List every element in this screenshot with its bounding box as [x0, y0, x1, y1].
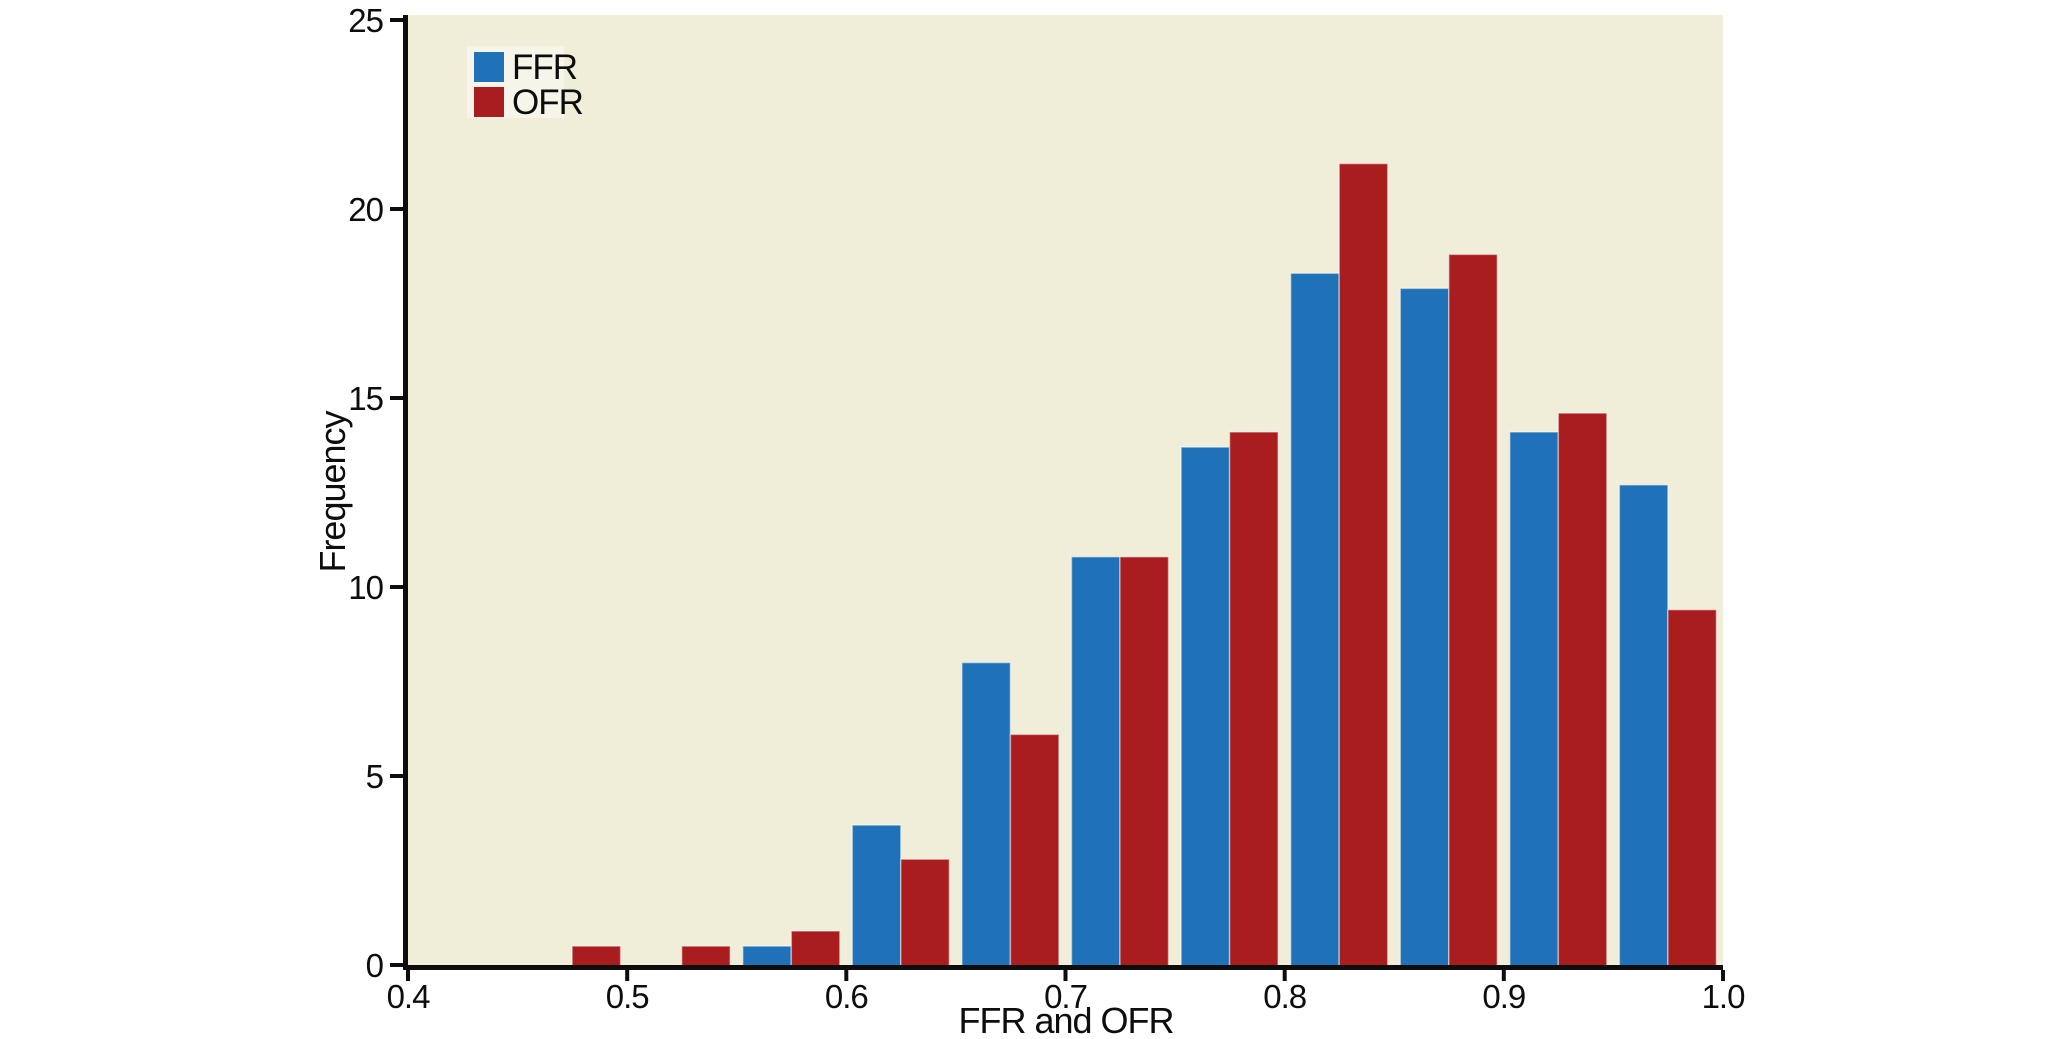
y-tick [390, 207, 403, 211]
bar-ofr-0.5 [680, 945, 731, 968]
y-tick-label: 0 [366, 947, 384, 984]
bar-ffr-0.95 [1618, 484, 1669, 968]
x-tick [625, 970, 630, 981]
x-tick [1721, 970, 1725, 981]
y-tick-label: 20 [348, 191, 383, 228]
x-axis-label: FFR and OFR [958, 1000, 1173, 1039]
y-tick-label: 25 [348, 2, 383, 39]
bar-ffr-0.9 [1509, 431, 1560, 968]
bar-ffr-0.65 [961, 661, 1012, 968]
ticks-group: 0 5 10 15 20 25 0.4 0.5 0.6 0.7 0.8 0.9 1.0 [348, 2, 1746, 1015]
y-tick [390, 585, 403, 589]
y-tick-label: 5 [366, 758, 383, 795]
legend: FFR OFR [467, 46, 584, 122]
bar-ofr-0.9 [1557, 412, 1608, 968]
x-tick-label: 0.4 [387, 978, 431, 1015]
y-tick [390, 963, 403, 967]
bar-ofr-0.55 [790, 930, 841, 968]
x-axis-spine [403, 965, 1723, 970]
bar-ofr-0.45 [571, 945, 622, 968]
bar-ffr-0.6 [851, 824, 902, 968]
bar-ofr-0.75 [1228, 431, 1279, 968]
bar-ofr-0.7 [1119, 556, 1170, 968]
x-tick-label: 1.0 [1702, 978, 1746, 1015]
x-tick-label: 0.5 [606, 978, 649, 1015]
bar-ofr-0.95 [1667, 608, 1718, 968]
x-tick [1063, 970, 1068, 981]
bar-ffr-0.55 [742, 945, 793, 968]
y-axis-spine [403, 15, 408, 970]
y-tick [390, 774, 403, 778]
bar-ffr-0.75 [1180, 446, 1231, 968]
y-tick-label: 15 [348, 380, 383, 417]
legend-label-ofr: OFR [512, 83, 583, 122]
legend-label-ffr: FFR [512, 48, 577, 87]
x-tick-label: 0.9 [1482, 978, 1525, 1015]
legend-swatch-ofr [474, 87, 504, 117]
bar-ofr-0.6 [900, 858, 951, 968]
bar-ffr-0.85 [1399, 287, 1450, 968]
bar-ofr-0.65 [1009, 733, 1060, 968]
x-tick-label: 0.7 [1044, 978, 1087, 1015]
x-tick [1501, 970, 1506, 981]
x-tick [1282, 970, 1287, 981]
x-tick-label: 0.6 [825, 978, 868, 1015]
y-axis-label: Frequency [312, 410, 353, 572]
x-tick [406, 970, 410, 981]
plot-background [408, 15, 1723, 965]
bar-ofr-0.8 [1338, 162, 1389, 968]
bars-group [571, 162, 1718, 968]
x-tick [844, 970, 849, 981]
legend-swatch-ffr [474, 52, 504, 82]
x-tick-label: 0.8 [1263, 978, 1306, 1015]
bar-ffr-0.8 [1289, 272, 1340, 968]
y-tick [390, 396, 403, 400]
y-tick-label: 10 [348, 569, 383, 606]
y-tick [390, 18, 403, 22]
bar-ffr-0.7 [1070, 556, 1121, 968]
bar-ofr-0.85 [1448, 253, 1499, 968]
